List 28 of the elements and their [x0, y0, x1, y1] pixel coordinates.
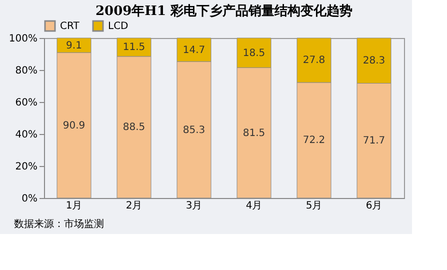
y-tick-label: 20% — [15, 162, 38, 172]
data-label: 11.5 — [122, 42, 146, 54]
data-label: 9.1 — [66, 40, 82, 52]
data-label: 81.5 — [242, 128, 266, 139]
y-tick-label: 100% — [8, 34, 38, 44]
y-tick-label: 40% — [15, 130, 38, 140]
x-tick-label: 5月 — [306, 200, 322, 212]
x-tick-label: 3月 — [186, 200, 202, 212]
y-tick-label: 80% — [15, 66, 38, 76]
data-label: 28.3 — [362, 56, 386, 67]
source-note: 数据来源：市场监测 — [14, 218, 104, 230]
data-label: 14.7 — [182, 44, 206, 56]
legend-label: LCD — [108, 21, 129, 32]
data-label: 71.7 — [362, 136, 386, 147]
x-tick-label: 6月 — [366, 200, 382, 212]
data-label: 72.2 — [302, 135, 326, 146]
y-tick-label: 60% — [15, 98, 38, 108]
x-tick-label: 4月 — [246, 200, 262, 212]
x-tick-label: 1月 — [66, 200, 82, 212]
y-tick-label: 0% — [22, 194, 38, 204]
data-label: 27.8 — [302, 55, 326, 66]
data-label: 88.5 — [122, 122, 146, 134]
x-tick-label: 2月 — [126, 200, 142, 212]
legend-label: CRT — [60, 21, 80, 32]
data-label: 90.9 — [62, 120, 86, 132]
chart-title: 2009年H1 彩电下乡产品销量结构变化趋势 — [95, 3, 353, 19]
data-label: 18.5 — [242, 48, 266, 59]
data-label: 85.3 — [182, 124, 206, 136]
